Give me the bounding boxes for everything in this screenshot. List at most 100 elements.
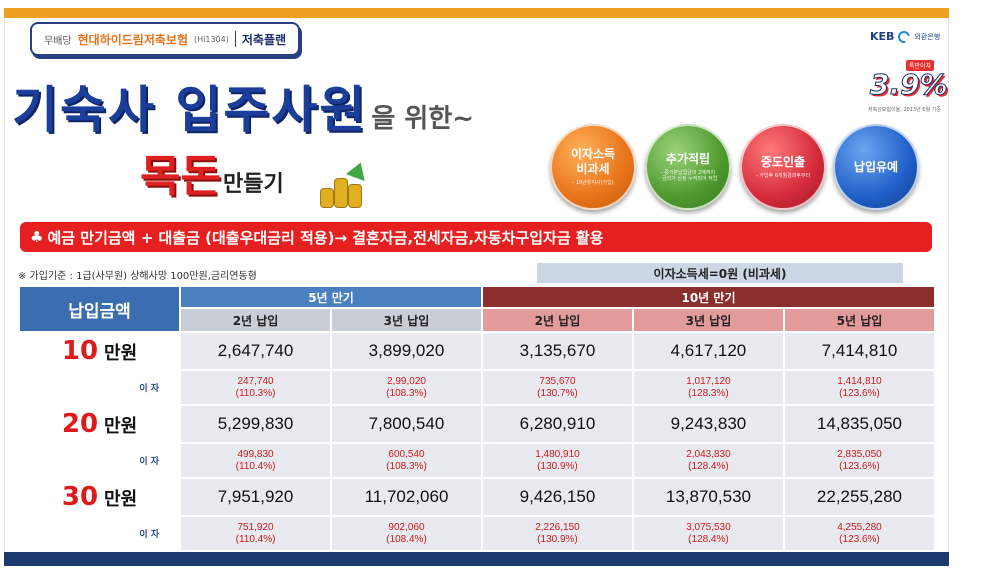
interest-amount: 1,480,910: [535, 449, 580, 460]
table-row: 20 만원 5,299,830 7,800,540 6,280,910 9,243…: [20, 406, 934, 442]
interest-rate: (110.4%): [235, 533, 276, 545]
interest-rate: (130.9%): [537, 533, 578, 545]
amount-unit: 만원: [104, 343, 138, 364]
bottom-accent-bar: [4, 552, 949, 566]
headline-suffix: 을 위한~: [371, 104, 475, 134]
subheader: 3년 납입: [633, 309, 783, 331]
maturity-value: 3,899,020: [332, 333, 481, 369]
interest-rate: (110.3%): [235, 387, 276, 399]
info-banner: ♣ 예금 만기금액 + 대출금 (대출우대금리 적용)→ 결혼자금,전세자금,자…: [20, 222, 932, 252]
interest-cell: 751,920 (110.4%): [181, 517, 331, 550]
feature-title: 납입유예: [853, 159, 899, 174]
maturity-value: 11,702,060: [332, 479, 481, 515]
maturity-value: 13,870,530: [633, 479, 783, 515]
interest-rate: (128.4%): [688, 460, 729, 472]
rate-value: 3.9%: [870, 68, 949, 102]
feature-title: 중도인출: [760, 154, 806, 169]
headline-money: 목돈: [140, 151, 221, 202]
bank-name: 외환은행: [914, 32, 941, 41]
maturity-value: 7,800,540: [332, 406, 481, 442]
headline-line1: 기숙사 입주사원 을 위한~: [12, 70, 474, 142]
table-row: 10 만원 2,647,740 3,899,020 3,135,670 4,617…: [20, 333, 934, 369]
header-5-year: 5년 만기: [181, 287, 481, 307]
interest-cell: 1,017,120 (128.3%): [633, 371, 783, 404]
interest-cell: 2,99,020 (108.3%): [332, 371, 481, 404]
subheader: 3년 납입: [332, 309, 481, 331]
maturity-value: 22,255,280: [784, 479, 934, 515]
table-header-row: 납입금액 5년 만기 10년 만기: [20, 287, 934, 331]
interest-amount: 735,670: [539, 376, 576, 387]
interest-cell: 2,835,050 (123.6%): [784, 444, 934, 477]
product-name: 현대하이드림저축보험: [77, 32, 189, 47]
tax-note: 이자소득세=0원 (비과세): [537, 263, 903, 283]
interest-amount: 600,540: [388, 449, 425, 460]
interest-rate: (110.4%): [235, 460, 276, 472]
rate-note: 저축성보험이율, 2013년 6월 기준: [868, 107, 941, 113]
table-interest-row: 이 자 751,920 (110.4%) 902,060 (108.4%) 2,22…: [20, 517, 934, 550]
amount-number: 20: [61, 409, 99, 439]
maturity-value: 5,299,830: [181, 406, 331, 442]
interest-rate: (130.9%): [537, 460, 578, 472]
feature-note: - 중기본납입금의 2배까지 - 금리가 산정 누적되어 적립: [658, 169, 718, 183]
feature-note: - 10년유지시(가입): [572, 180, 614, 187]
feature-note: - 가입후 6개월경과후부터: [755, 172, 811, 179]
table-interest-row: 이 자 499,830 (110.4%) 600,540 (108.3%) 1,48…: [20, 444, 934, 477]
top-accent-bar: [4, 8, 949, 18]
interest-cell: 1,414,810 (123.6%): [784, 371, 934, 404]
interest-rate: (123.6%): [839, 387, 880, 399]
interest-cell: 902,060 (108.4%): [332, 517, 481, 550]
header-amount: 납입금액: [20, 287, 180, 331]
maturity-value: 9,243,830: [633, 406, 783, 442]
interest-cell: 2,043,830 (128.4%): [633, 444, 783, 477]
interest-rate: (128.4%): [688, 533, 729, 545]
interest-cell: 3,075,530 (128.4%): [633, 517, 783, 550]
divider: [234, 31, 236, 47]
interest-rate: (128.3%): [688, 387, 729, 399]
interest-amount: 902,060: [388, 522, 425, 533]
amount-cell: 30 만원: [20, 479, 180, 515]
interest-cell: 247,740 (110.3%): [181, 371, 331, 404]
maturity-value: 9,426,150: [482, 479, 632, 515]
feature-extra-deposit: 추가적립 - 중기본납입금의 2배까지 - 금리가 산정 누적되어 적립: [645, 124, 731, 210]
subheader: 2년 납입: [181, 309, 331, 331]
interest-cell: 2,226,150 (130.9%): [482, 517, 632, 550]
interest-rate: (123.6%): [839, 533, 880, 545]
interest-cell: 499,830 (110.4%): [181, 444, 331, 477]
subheader: 5년 납입: [784, 309, 934, 331]
interest-amount: 247,740: [237, 376, 274, 387]
interest-amount: 1,017,120: [686, 376, 731, 387]
feature-tax-free: 이자소득 비과세 - 10년유지시(가입): [550, 124, 636, 210]
interest-label: 이 자: [20, 517, 180, 550]
interest-amount: 2,043,830: [686, 449, 731, 460]
interest-amount: 4,255,280: [837, 522, 882, 533]
amount-unit: 만원: [104, 489, 138, 510]
rate-tag: 특판이자: [906, 60, 935, 71]
product-plan: 저축플랜: [241, 32, 287, 47]
maturity-value: 3,135,670: [482, 333, 632, 369]
amount-cell: 10 만원: [20, 333, 180, 369]
interest-rate: (108.4%): [386, 533, 427, 545]
amount-number: 10: [61, 336, 99, 366]
maturity-value: 7,951,920: [181, 479, 331, 515]
interest-amount: 499,830: [237, 449, 274, 460]
maturity-value: 2,647,740: [181, 333, 331, 369]
feature-title: 추가적립: [665, 151, 711, 166]
savings-table: 납입금액 5년 만기 10년 만기 2년 납입 3년 납입 2년 납입 3년 납…: [18, 285, 936, 552]
interest-amount: 2,99,020: [387, 376, 426, 387]
table-interest-row: 이 자 247,740 (110.3%) 2,99,020 (108.3%) 735…: [20, 371, 934, 404]
eligibility-note: ※ 가입기준 : 1급(사무원) 상해사망 100만원,금리연동형: [18, 271, 257, 282]
interest-amount: 2,226,150: [535, 522, 580, 533]
amount-number: 30: [61, 482, 99, 512]
table-row: 30 만원 7,951,920 11,702,060 9,426,150 13,8…: [20, 479, 934, 515]
header-10-year: 10년 만기: [482, 287, 934, 307]
interest-cell: 4,255,280 (123.6%): [784, 517, 934, 550]
interest-label: 이 자: [20, 371, 180, 404]
interest-amount: 751,920: [237, 522, 274, 533]
bank-logo-text: KEB: [870, 30, 895, 43]
interest-cell: 735,670 (130.7%): [482, 371, 632, 404]
feature-payment-holiday: 납입유예: [833, 124, 919, 210]
interest-cell: 1,480,910 (130.9%): [482, 444, 632, 477]
page-frame: [4, 18, 949, 552]
maturity-value: 6,280,910: [482, 406, 632, 442]
amount-unit: 만원: [104, 416, 138, 437]
